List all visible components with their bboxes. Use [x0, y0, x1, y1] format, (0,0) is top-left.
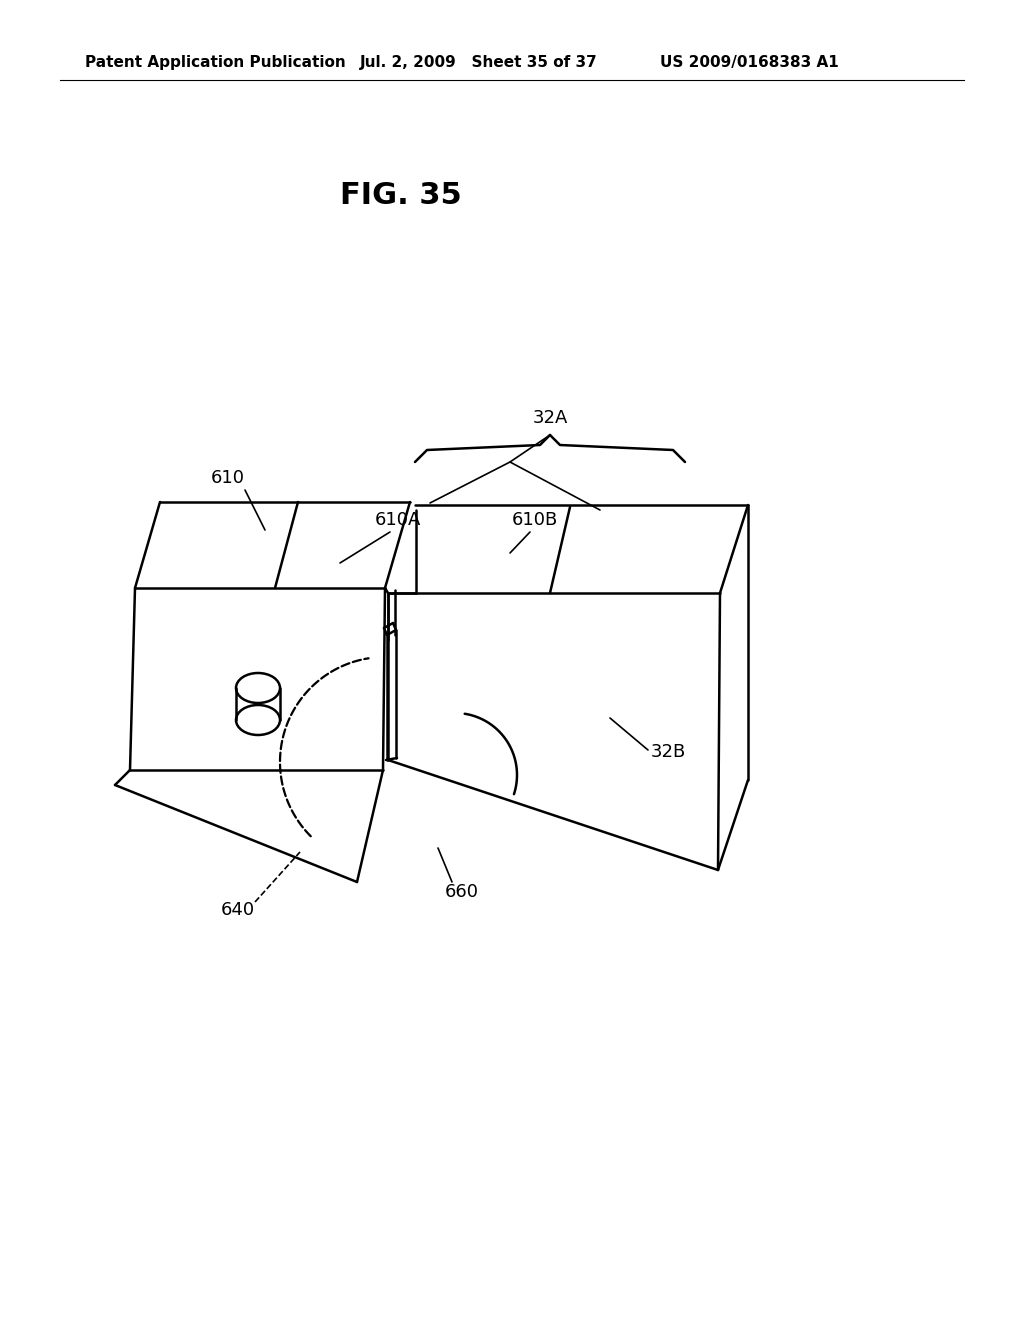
Text: 610A: 610A	[375, 511, 421, 529]
Text: 32A: 32A	[532, 409, 567, 426]
Text: 660: 660	[445, 883, 479, 902]
Text: 640: 640	[221, 902, 255, 919]
Text: US 2009/0168383 A1: US 2009/0168383 A1	[660, 54, 839, 70]
Text: 610B: 610B	[512, 511, 558, 529]
Text: 32B: 32B	[650, 743, 686, 762]
Text: Jul. 2, 2009   Sheet 35 of 37: Jul. 2, 2009 Sheet 35 of 37	[360, 54, 598, 70]
Text: 610: 610	[211, 469, 245, 487]
Text: FIG. 35: FIG. 35	[340, 181, 462, 210]
Text: Patent Application Publication: Patent Application Publication	[85, 54, 346, 70]
